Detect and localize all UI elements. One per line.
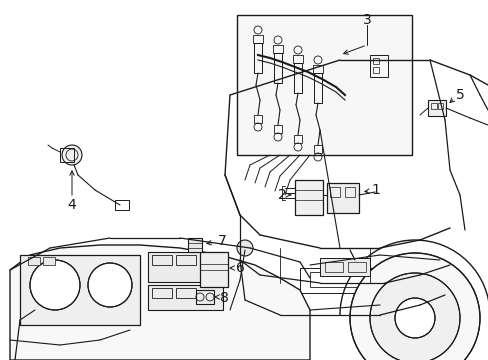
Bar [347, 262, 365, 272]
Bar [345, 187, 354, 197]
Bar [148, 252, 223, 282]
Text: 1: 1 [371, 183, 380, 197]
Bar [427, 100, 445, 116]
Bar [326, 183, 358, 213]
Circle shape [394, 298, 434, 338]
Circle shape [88, 263, 132, 307]
Bar [312, 65, 323, 73]
Bar [292, 55, 303, 63]
Bar [148, 285, 223, 310]
Bar [187, 238, 202, 252]
Bar [325, 262, 342, 272]
Circle shape [237, 240, 252, 256]
Text: 7: 7 [217, 234, 226, 248]
Bar [252, 35, 263, 43]
Bar [200, 255, 218, 265]
Bar [372, 58, 378, 64]
Text: 6: 6 [235, 261, 244, 275]
Bar [329, 187, 339, 197]
Bar [196, 290, 214, 304]
Circle shape [349, 253, 479, 360]
Bar [294, 180, 323, 215]
Bar [309, 272, 369, 287]
Bar [273, 125, 282, 133]
Text: 2: 2 [277, 188, 286, 202]
Circle shape [62, 145, 82, 165]
Text: 8: 8 [219, 291, 228, 305]
Bar [253, 115, 262, 123]
Bar [60, 148, 74, 162]
Bar [200, 252, 227, 287]
Bar [152, 255, 172, 265]
Bar [152, 288, 172, 298]
Bar [115, 200, 129, 210]
Bar [299, 268, 389, 293]
Bar [176, 255, 196, 265]
Text: 3: 3 [362, 13, 370, 27]
Bar [43, 257, 55, 265]
Text: 5: 5 [455, 88, 464, 102]
Bar [176, 288, 196, 298]
Bar [28, 257, 40, 265]
Bar [20, 255, 140, 325]
Bar [372, 67, 378, 73]
Bar [437, 103, 442, 109]
Bar [313, 73, 321, 103]
Bar [313, 145, 321, 153]
Bar [273, 53, 282, 83]
Bar [430, 103, 436, 109]
Bar [293, 63, 302, 93]
Circle shape [369, 273, 459, 360]
Bar [272, 45, 283, 53]
Bar [253, 43, 262, 73]
Bar [369, 55, 387, 77]
Polygon shape [10, 245, 309, 360]
Text: 4: 4 [67, 198, 76, 212]
Circle shape [30, 260, 80, 310]
Bar [237, 15, 411, 155]
Bar [319, 258, 369, 276]
Bar [293, 135, 302, 143]
